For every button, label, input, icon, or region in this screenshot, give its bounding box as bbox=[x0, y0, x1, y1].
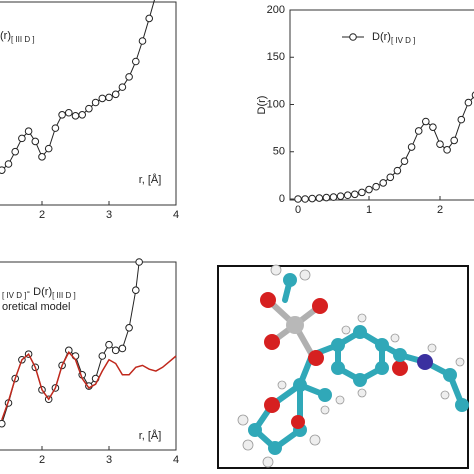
data-point bbox=[365, 185, 373, 194]
data-point bbox=[91, 98, 100, 107]
data-point bbox=[414, 127, 423, 135]
data-point bbox=[105, 340, 113, 349]
chart: 2 3 4 r, [Å] [ IV D ]- D(r)[ III D ]oretical… bbox=[0, 258, 179, 466]
data-point bbox=[436, 140, 444, 148]
data-point bbox=[105, 93, 113, 102]
data-point bbox=[322, 193, 331, 202]
data-point bbox=[11, 147, 19, 156]
data-point bbox=[294, 195, 302, 203]
data-point bbox=[98, 94, 107, 103]
chart: 2 3 4 r, [Å] (r)[ III D ] bbox=[0, 0, 179, 221]
series-line bbox=[1, 261, 140, 424]
data-point bbox=[4, 160, 13, 168]
molecule-panel bbox=[217, 264, 469, 469]
legend-subscript: [ III D ] bbox=[11, 35, 35, 44]
y-tick-label: 200 bbox=[267, 4, 285, 16]
legend-text: - D(r) bbox=[26, 286, 52, 298]
data-point bbox=[329, 193, 338, 201]
data-point bbox=[351, 190, 359, 199]
data-point bbox=[464, 98, 473, 107]
legend-text: D(r) bbox=[372, 31, 391, 43]
data-point bbox=[301, 195, 309, 203]
data-point bbox=[125, 73, 133, 81]
data-point bbox=[422, 117, 430, 126]
legend-label: [ IV D ]- D(r)[ III D ] bbox=[2, 286, 76, 300]
data-point bbox=[393, 166, 402, 175]
series-line bbox=[1, 350, 177, 421]
y-tick-label: 100 bbox=[267, 98, 285, 110]
x-tick-label: 2 bbox=[437, 204, 443, 216]
data-point bbox=[118, 344, 127, 353]
data-point bbox=[386, 173, 395, 182]
series-line bbox=[1, 0, 155, 171]
x-tick-label: 3 bbox=[106, 209, 112, 221]
data-point bbox=[31, 137, 40, 146]
x-tick-label: 0 bbox=[295, 204, 301, 216]
x-tick-label: 1 bbox=[366, 204, 372, 216]
data-point bbox=[372, 182, 380, 191]
x-tick-label: 3 bbox=[106, 454, 112, 466]
atoms bbox=[237, 264, 469, 468]
data-point bbox=[443, 146, 451, 154]
data-point bbox=[400, 157, 409, 165]
y-tick-label: 150 bbox=[267, 51, 285, 63]
data-point bbox=[24, 127, 33, 135]
y-axis-label: D(r) bbox=[256, 96, 268, 115]
legend-label: D(r)[ IV D ] bbox=[372, 31, 415, 45]
data-point bbox=[358, 188, 366, 197]
x-axis-label: r, [Å] bbox=[139, 429, 162, 442]
data-point bbox=[125, 324, 133, 332]
data-point bbox=[315, 194, 324, 202]
data-point bbox=[85, 104, 93, 113]
data-point bbox=[71, 352, 80, 360]
data-point bbox=[336, 192, 345, 200]
data-point bbox=[132, 286, 140, 295]
data-point bbox=[111, 346, 120, 355]
legend-subscript: [ IV D ] bbox=[2, 291, 26, 300]
x-axis-label: r, [Å] bbox=[139, 173, 162, 186]
y-tick-label: 50 bbox=[273, 146, 285, 158]
data-point bbox=[450, 136, 459, 145]
data-point bbox=[308, 194, 317, 203]
data-point bbox=[457, 115, 466, 124]
legend-subscript: [ IV D ] bbox=[391, 36, 415, 45]
data-point bbox=[78, 111, 86, 119]
data-point bbox=[51, 124, 60, 132]
data-point bbox=[65, 108, 73, 117]
data-point bbox=[111, 90, 120, 99]
y-tick-label: 0 bbox=[279, 193, 285, 205]
data-point bbox=[118, 83, 127, 91]
data-point bbox=[135, 258, 143, 266]
x-tick-label: 4 bbox=[173, 209, 179, 221]
x-tick-label: 2 bbox=[39, 209, 45, 221]
legend-marker bbox=[349, 33, 357, 41]
data-point bbox=[343, 191, 352, 200]
data-point bbox=[18, 134, 26, 143]
data-point bbox=[98, 352, 107, 360]
data-point bbox=[138, 37, 147, 45]
x-tick-label: 4 bbox=[173, 454, 179, 466]
legend-label: (r)[ III D ] bbox=[0, 30, 35, 44]
legend-label: oretical model bbox=[2, 301, 70, 313]
data-point bbox=[44, 144, 53, 153]
data-point bbox=[145, 14, 153, 23]
data-point bbox=[38, 153, 46, 161]
plot-frame bbox=[0, 1, 177, 206]
legend-text: oretical model bbox=[2, 301, 70, 313]
data-point bbox=[429, 123, 437, 131]
legend-subscript: [ III D ] bbox=[52, 291, 76, 300]
data-point bbox=[379, 179, 388, 187]
legend-text: (r) bbox=[0, 30, 11, 42]
data-point bbox=[132, 57, 140, 66]
data-point bbox=[407, 143, 416, 151]
data-point bbox=[0, 166, 6, 174]
data-point bbox=[0, 419, 6, 428]
x-tick-label: 2 bbox=[39, 454, 45, 466]
data-point bbox=[71, 112, 80, 120]
data-point bbox=[58, 111, 66, 119]
